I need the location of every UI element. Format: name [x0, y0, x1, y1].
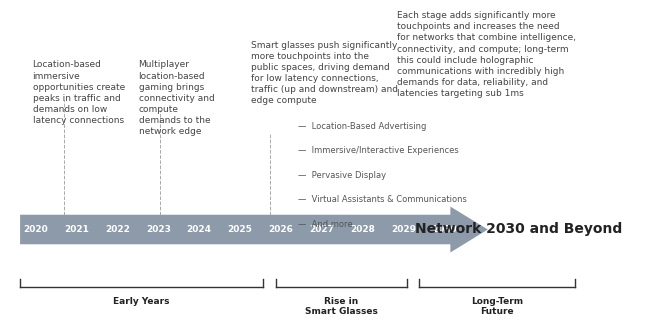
Text: Early Years: Early Years: [114, 297, 170, 306]
Text: 2026: 2026: [268, 225, 293, 234]
Text: —  And more...: — And more...: [297, 220, 360, 229]
Text: Smart glasses push significantly
more touchpoints into the
public spaces, drivin: Smart glasses push significantly more to…: [251, 41, 398, 105]
Text: 2024: 2024: [186, 225, 212, 234]
Polygon shape: [20, 207, 488, 253]
Text: 2021: 2021: [64, 225, 89, 234]
Text: 2025: 2025: [228, 225, 252, 234]
Text: 2027: 2027: [309, 225, 334, 234]
Text: 2029: 2029: [391, 225, 416, 234]
Text: Network 2030 and Beyond: Network 2030 and Beyond: [415, 221, 622, 236]
Text: Location-based
immersive
opportunities create
peaks in traffic and
demands on lo: Location-based immersive opportunities c…: [32, 61, 125, 125]
Text: —  Pervasive Display: — Pervasive Display: [297, 171, 386, 180]
Text: —  Virtual Assistants & Communications: — Virtual Assistants & Communications: [297, 196, 466, 205]
Text: Multiplayer
location-based
gaming brings
connectivity and
compute
demands to the: Multiplayer location-based gaming brings…: [139, 61, 214, 136]
Text: 2030: 2030: [432, 225, 457, 234]
Text: 2022: 2022: [105, 225, 130, 234]
Text: —  Immersive/Interactive Experiences: — Immersive/Interactive Experiences: [297, 146, 459, 155]
Text: 2023: 2023: [146, 225, 171, 234]
Text: Rise in
Smart Glasses: Rise in Smart Glasses: [305, 297, 378, 316]
Text: Long-Term
Future: Long-Term Future: [471, 297, 523, 316]
Text: 2028: 2028: [350, 225, 375, 234]
Text: —  Location-Based Advertising: — Location-Based Advertising: [297, 121, 426, 131]
Text: Each stage adds significantly more
touchpoints and increases the need
for networ: Each stage adds significantly more touch…: [397, 11, 577, 98]
Text: 2020: 2020: [23, 225, 48, 234]
